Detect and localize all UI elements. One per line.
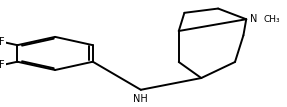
Text: NH: NH bbox=[133, 94, 148, 104]
Text: F: F bbox=[0, 60, 5, 70]
Text: N: N bbox=[250, 14, 257, 24]
Text: CH₃: CH₃ bbox=[263, 15, 280, 24]
Text: F: F bbox=[0, 37, 5, 47]
